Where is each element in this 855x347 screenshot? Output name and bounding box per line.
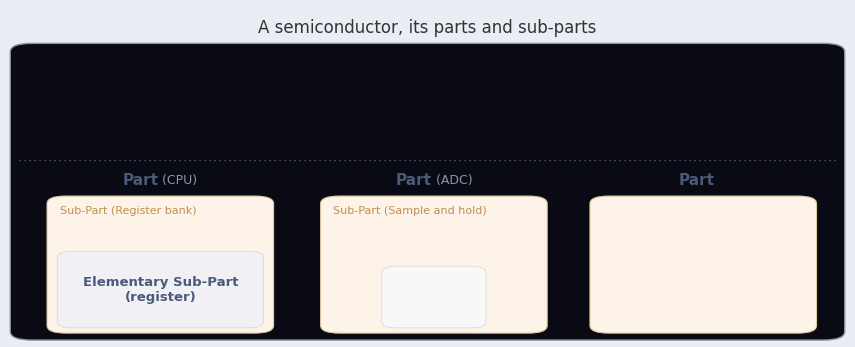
Text: A semiconductor, its parts and sub-parts: A semiconductor, its parts and sub-parts <box>258 19 597 37</box>
FancyBboxPatch shape <box>321 196 547 333</box>
Text: Sub-Part (Register bank): Sub-Part (Register bank) <box>60 206 197 217</box>
FancyBboxPatch shape <box>47 196 274 333</box>
Text: (ADC): (ADC) <box>432 174 473 187</box>
Text: Elementary Sub-Part
(register): Elementary Sub-Part (register) <box>83 276 238 304</box>
Text: Part: Part <box>396 173 432 188</box>
Text: Sub-Part (Sample and hold): Sub-Part (Sample and hold) <box>333 206 487 217</box>
Text: (CPU): (CPU) <box>158 174 198 187</box>
Text: Part: Part <box>679 173 715 188</box>
FancyBboxPatch shape <box>382 266 486 328</box>
Text: Part: Part <box>122 173 158 188</box>
FancyBboxPatch shape <box>57 251 263 328</box>
FancyBboxPatch shape <box>590 196 817 333</box>
FancyBboxPatch shape <box>10 43 845 340</box>
